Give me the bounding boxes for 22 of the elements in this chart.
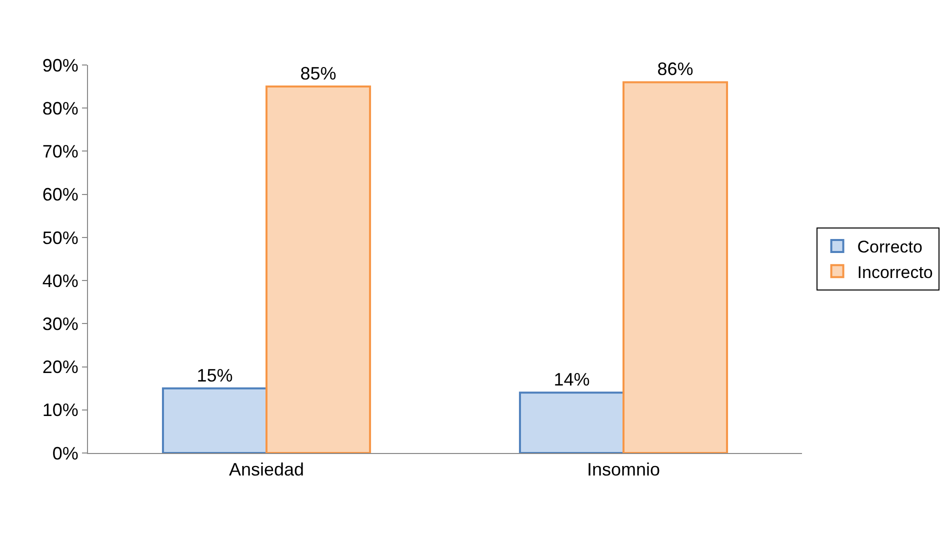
y-tick-label: 60% [42, 184, 78, 205]
data-label: 85% [300, 64, 336, 84]
x-tick-label: Ansiedad [228, 460, 304, 480]
data-label: 14% [554, 370, 590, 390]
y-tick-label: 0% [52, 443, 78, 464]
legend-label: Correcto [857, 238, 922, 257]
y-tick-label: 50% [42, 228, 78, 248]
y-tick-label: 80% [42, 98, 78, 118]
bar [162, 387, 268, 453]
x-tick-label: Insomnio [586, 460, 660, 480]
y-tick-label: 90% [42, 55, 78, 76]
y-tick-label: 10% [42, 400, 78, 420]
y-tick-label: 20% [42, 357, 78, 378]
y-tick-label: 70% [42, 142, 78, 162]
bar [622, 81, 728, 453]
data-label: 86% [657, 59, 694, 80]
legend-label: Incorrecto [857, 262, 933, 282]
bar [266, 86, 372, 453]
bar [518, 392, 624, 453]
y-tick-label: 40% [42, 270, 78, 291]
data-label: 15% [196, 365, 233, 386]
y-tick-label: 30% [42, 314, 78, 334]
